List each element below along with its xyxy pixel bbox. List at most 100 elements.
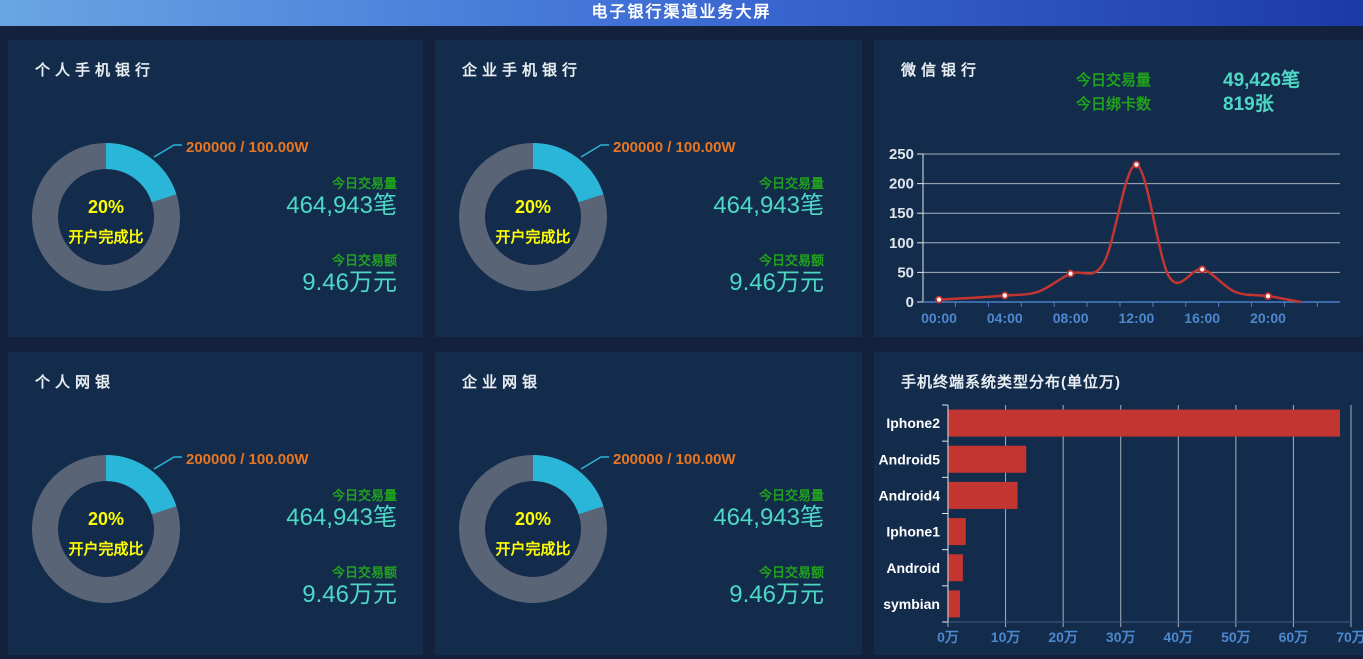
x-tick-label: 16:00 [1184,310,1220,326]
x-tick-label: 70万 [1336,629,1363,645]
y-tick-label: 100 [889,235,914,252]
bar-grid: 0万 10万 20万 30万 40万 50万 60万 70万 [937,404,1363,645]
metric-value: 464,943笔 [286,192,397,219]
x-tick-label: 10万 [991,629,1021,645]
donut-percent: 20% [87,509,125,529]
donut-caption: 开户完成比 [495,229,571,246]
category-label: Android5 [879,451,941,467]
metric: 今日交易量 464,943笔 [624,176,824,220]
x-tick-label: 20:00 [1250,310,1286,326]
x-tick-label: 12:00 [1118,310,1154,326]
y-tick-label: 250 [889,146,914,163]
category-label: Iphone1 [886,524,940,540]
bar-Android [948,554,963,582]
x-tick-label: 08:00 [1053,310,1089,326]
wechat-metrics: 今日交易量 49,426笔 今日绑卡数 819张 [1076,69,1300,117]
metric-value: 9.46万元 [302,269,397,296]
bar-Android5 [948,445,1027,473]
metric-label: 今日交易额 [331,253,397,268]
metric-value: 9.46万元 [729,581,824,608]
metric-label: 今日交易量 [331,176,397,191]
donut-center-label: 20% 开户完成比 [26,509,186,558]
x-tick-label: 04:00 [987,310,1023,326]
metrics: 今日交易量 464,943笔 今日交易额 9.46万元 [197,176,397,297]
donut-percent: 20% [514,509,552,529]
donut-callout-label: 200000 / 100.00W [186,139,309,156]
metric-value: 464,943笔 [286,504,397,531]
y-tick-label: 50 [897,264,914,281]
panel-title: 企业手机银行 [462,62,583,79]
panel-title: 个人网银 [35,374,116,391]
metric-label: 今日交易量 [758,488,824,503]
metric: 今日交易量 464,943笔 [197,488,397,532]
y-tick-label: 0 [906,294,914,311]
x-tick-label: 00:00 [921,310,957,326]
x-tick-label: 20万 [1048,629,1078,645]
donut-callout-label: 200000 / 100.00W [186,451,309,468]
wechat-hourly-line-chart: 0 50 100 150 200 250 00:00 04:00 08:00 12:00 16:00… [889,146,1340,326]
metric-value: 9.46万元 [729,269,824,296]
donut-callout-line [580,456,609,470]
panel-title: 微信银行 [901,62,982,79]
metric: 今日交易量 464,943笔 [624,488,824,532]
category-label: Iphone2 [886,415,940,431]
donut-callout-label: 200000 / 100.00W [613,139,736,156]
metrics: 今日交易量 464,943笔 今日交易额 9.46万元 [624,488,824,609]
category-label: Android [886,560,940,576]
metric: 今日交易额 9.46万元 [624,565,824,609]
category-label: symbian [883,596,940,612]
donut-percent: 20% [87,197,125,217]
panel-enterprise-mobile-banking: 企业手机银行 20% 开户完成比 200000 / 100.00W 今日交易量 … [435,40,862,337]
donut-active-arc [32,455,180,603]
x-tick-label: 30万 [1106,629,1136,645]
donut-callout-line [153,456,182,470]
line-marker [935,295,943,304]
donut-active-arc [459,455,607,603]
page-title: 电子银行渠道业务大屏 [591,4,772,21]
donut-percent: 20% [514,197,552,217]
metric: 今日交易额 9.46万元 [197,565,397,609]
terminal-os-bar-chart: 0万 10万 20万 30万 40万 50万 60万 70万 Iphone2 Android5 An… [879,404,1363,645]
metric-value: 49,426笔 [1223,70,1301,91]
donut-active-arc [459,143,607,291]
panel-terminal-os-distribution: 手机终端系统类型分布(单位万) 0万 10万 20万 30万 40万 50万 60万 70万 I… [874,352,1363,655]
metric: 今日交易量 49,426笔 [1076,69,1300,93]
metric: 今日交易量 464,943笔 [197,176,397,220]
line-marker [1132,160,1141,169]
category-label: Android4 [879,487,941,503]
donut-active-arc [32,143,180,291]
metric: 今日交易额 9.46万元 [624,253,824,297]
donut-center-label: 20% 开户完成比 [453,197,613,246]
metric-label: 今日交易额 [331,565,397,580]
bar-Iphone2 [948,409,1340,437]
donut-callout-line [580,144,609,158]
x-tick-label: 60万 [1279,629,1309,645]
metric-value: 9.46万元 [302,581,397,608]
bar-symbian [948,590,961,618]
bar-Iphone1 [948,518,966,546]
metric-value: 819张 [1223,94,1274,115]
donut-callout-label: 200000 / 100.00W [613,451,736,468]
panel-personal-mobile-banking: 个人手机银行 20% 开户完成比 200000 / 100.00W 今日交易量 … [8,40,423,337]
metric-label: 今日交易量 [331,488,397,503]
panel-title: 企业网银 [462,374,543,391]
panel-title: 手机终端系统类型分布(单位万) [901,374,1121,391]
donut-callout-line [153,144,182,158]
metric: 今日绑卡数 819张 [1076,93,1300,117]
x-tick-label: 40万 [1163,629,1193,645]
account-completion-donut-chart [459,143,609,291]
account-completion-donut-chart [459,455,609,603]
account-completion-donut-chart [32,455,182,603]
y-tick-label: 200 [889,176,914,193]
metric-label: 今日交易额 [758,565,824,580]
donut-center-label: 20% 开户完成比 [453,509,613,558]
metric-value: 464,943笔 [713,192,824,219]
panel-title: 个人手机银行 [35,62,156,79]
metric-label: 今日绑卡数 [1076,96,1152,113]
account-completion-donut-chart [32,143,182,291]
metric-label: 今日交易量 [758,176,824,191]
donut-caption: 开户完成比 [68,541,144,558]
line-marker [1000,291,1009,300]
x-tick-label: 0万 [937,629,959,645]
metric: 今日交易额 9.46万元 [197,253,397,297]
